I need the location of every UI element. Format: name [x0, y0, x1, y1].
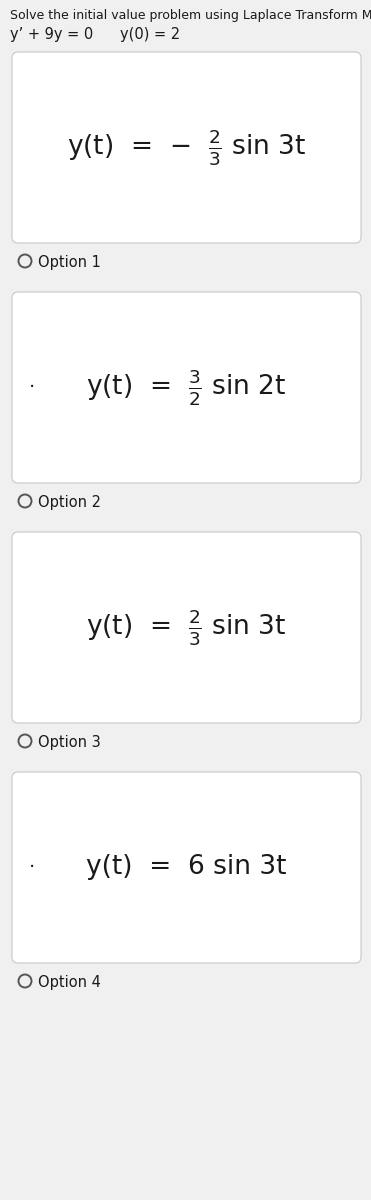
Text: Option 4: Option 4 [38, 974, 101, 990]
FancyBboxPatch shape [12, 292, 361, 482]
FancyBboxPatch shape [12, 772, 361, 962]
Text: ·: · [29, 378, 35, 397]
FancyBboxPatch shape [12, 52, 361, 242]
Text: Option 2: Option 2 [38, 494, 101, 510]
Text: Solve the initial value problem using Laplace Transform Method: Solve the initial value problem using La… [10, 8, 371, 22]
Text: y(t)  =  $\frac{3}{2}$ sin 2t: y(t) = $\frac{3}{2}$ sin 2t [86, 367, 287, 408]
Text: y(0) = 2: y(0) = 2 [120, 26, 180, 42]
Text: y(t)  =  $\frac{2}{3}$ sin 3t: y(t) = $\frac{2}{3}$ sin 3t [86, 607, 287, 648]
Text: ·: · [29, 858, 35, 877]
Text: Option 3: Option 3 [38, 734, 101, 750]
Text: y(t)  =  −  $\frac{2}{3}$ sin 3t: y(t) = − $\frac{2}{3}$ sin 3t [67, 127, 306, 168]
Text: y’ + 9y = 0: y’ + 9y = 0 [10, 26, 93, 42]
Text: y(t)  =  6 sin 3t: y(t) = 6 sin 3t [86, 854, 287, 881]
Text: Option 1: Option 1 [38, 254, 101, 270]
FancyBboxPatch shape [12, 532, 361, 722]
